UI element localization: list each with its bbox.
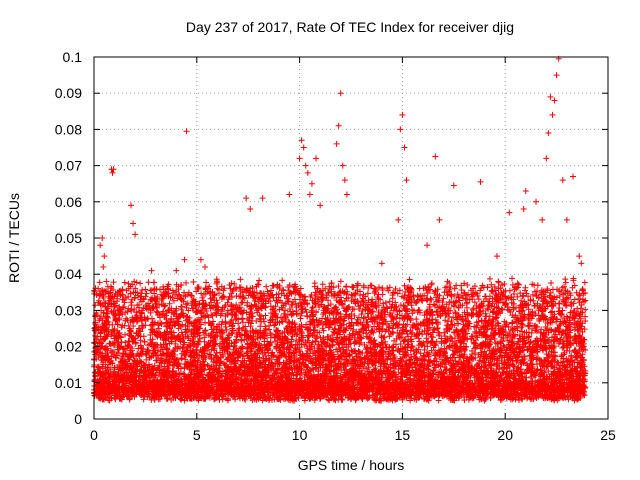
data-point [145, 279, 152, 286]
data-point [160, 308, 167, 315]
data-point [409, 343, 416, 349]
data-point [364, 310, 371, 317]
data-point [124, 343, 131, 350]
data-point [358, 311, 365, 318]
data-point [170, 297, 177, 304]
data-point [581, 279, 588, 286]
data-point [139, 286, 146, 293]
data-point [343, 356, 350, 363]
data-point [481, 348, 488, 355]
data-point [143, 290, 150, 297]
data-point [128, 299, 135, 306]
data-point [455, 360, 462, 367]
data-point [97, 313, 104, 320]
data-point [287, 342, 294, 349]
chart-title: Day 237 of 2017, Rate Of TEC Index for r… [186, 19, 514, 35]
data-point [478, 285, 485, 292]
data-point [416, 285, 423, 292]
data-point [408, 302, 415, 309]
data-point [562, 279, 569, 286]
data-point [375, 309, 382, 316]
data-point [453, 282, 460, 289]
data-point [238, 337, 245, 344]
data-point [312, 337, 319, 344]
data-point [224, 355, 231, 362]
data-point [280, 286, 287, 293]
data-point [120, 303, 127, 310]
data-point [514, 280, 521, 287]
data-point [140, 333, 147, 340]
data-point [305, 334, 312, 341]
data-point [397, 355, 404, 362]
data-point [205, 314, 212, 321]
data-point [542, 324, 549, 331]
data-point [178, 396, 185, 403]
data-point [392, 285, 399, 292]
data-point [452, 309, 459, 316]
data-point [319, 281, 326, 288]
data-point [424, 366, 431, 373]
data-point [325, 297, 332, 304]
data-point [249, 313, 256, 320]
data-point [486, 275, 493, 282]
data-point [197, 321, 204, 328]
data-point [311, 280, 318, 287]
data-point [534, 361, 541, 368]
data-point [527, 320, 534, 327]
data-point [462, 315, 469, 322]
data-point [494, 319, 501, 326]
data-point [351, 291, 358, 298]
data-point [239, 299, 246, 306]
data-point [519, 293, 526, 300]
data-point [121, 279, 128, 286]
data-point [268, 287, 275, 294]
data-point [223, 326, 230, 333]
data-point [349, 330, 356, 337]
data-point [518, 297, 525, 304]
data-point [351, 306, 358, 313]
data-point [543, 300, 550, 307]
data-point [548, 280, 555, 287]
data-point [464, 282, 471, 289]
data-point [166, 300, 173, 307]
data-point [491, 283, 498, 290]
data-point [504, 337, 511, 344]
data-point [231, 280, 238, 287]
data-point [527, 296, 534, 303]
data-point [137, 280, 144, 287]
data-points [91, 55, 589, 404]
data-point [311, 323, 318, 330]
data-point [451, 285, 458, 292]
data-point [453, 298, 460, 305]
data-point [312, 338, 319, 345]
data-point [559, 307, 566, 314]
data-point [123, 287, 130, 294]
data-point [183, 279, 190, 286]
data-point [110, 279, 117, 286]
data-point [449, 338, 456, 345]
data-point [428, 280, 435, 287]
data-point [386, 284, 393, 291]
data-point [239, 319, 246, 326]
data-point [124, 308, 131, 315]
data-point [244, 365, 251, 372]
data-point [556, 292, 563, 299]
data-point [389, 314, 396, 321]
data-point [279, 277, 286, 284]
data-point [297, 285, 304, 292]
data-point [204, 362, 211, 369]
data-point [444, 292, 451, 299]
